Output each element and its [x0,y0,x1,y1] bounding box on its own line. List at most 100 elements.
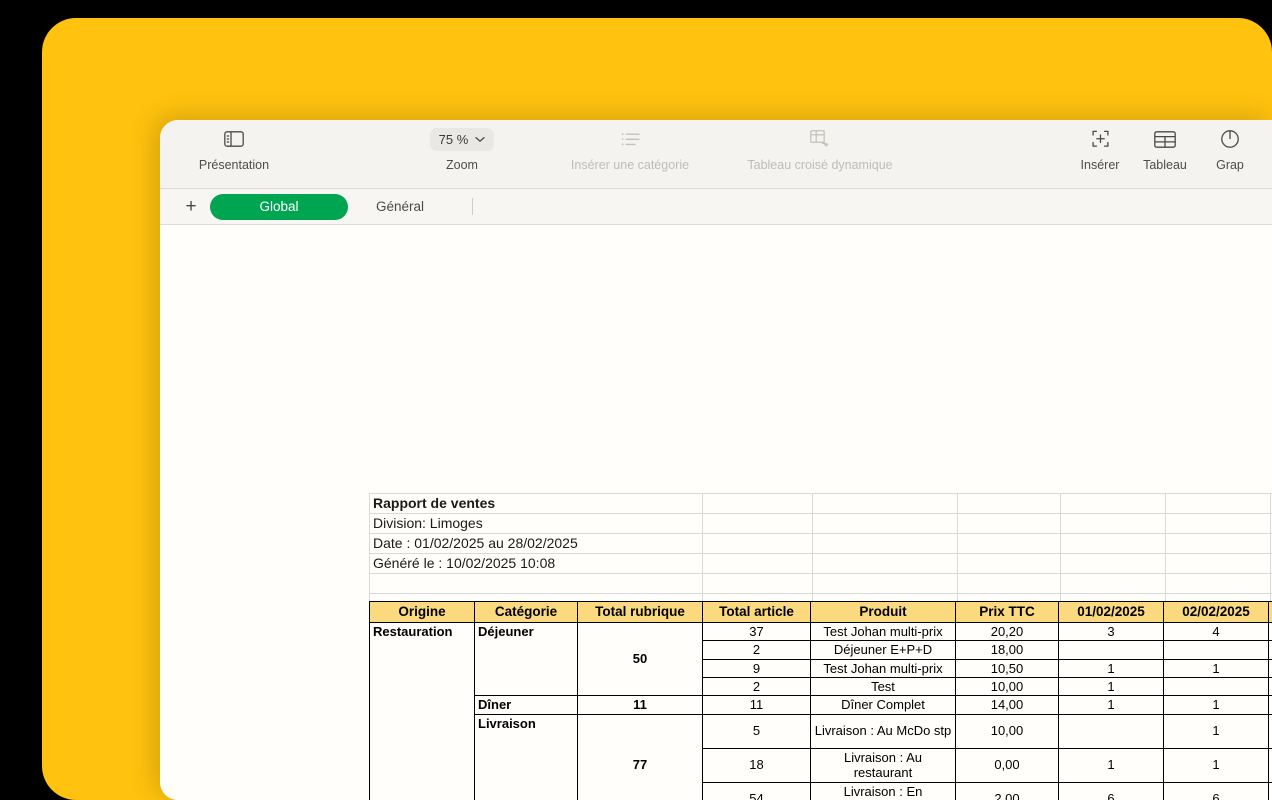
cell-date-3[interactable]: 6 [1268,781,1272,800]
cell-date-1[interactable]: 1 [1058,747,1164,783]
zoom-value: 75 % [438,131,469,147]
cell-date-1[interactable]: 3 [1058,621,1164,642]
cell-total-rubrique[interactable]: 11 [577,695,703,715]
cell-date-3[interactable]: 1 [1268,640,1272,660]
cell-date-2[interactable]: 1 [1163,747,1269,783]
cell-date-1[interactable]: 1 [1058,695,1164,715]
cell-date-2[interactable] [1163,640,1269,660]
cell-date-1[interactable]: 1 [1058,676,1164,697]
cell-prix-ttc[interactable]: 14,00 [955,695,1059,715]
cell-date-1[interactable] [1058,640,1164,660]
cell-total-article[interactable]: 37 [702,621,811,642]
col-header-categorie[interactable]: Catégorie [474,601,578,623]
toolbar-label-pivot-table: Tableau croisé dynamique [747,158,893,172]
cell-total-article[interactable]: 2 [702,640,811,660]
sidebar-icon [224,128,244,150]
cell-date-2[interactable]: 1 [1163,695,1269,715]
sheet-tab-general[interactable]: Général [375,199,425,214]
cell-total-article[interactable]: 2 [702,676,811,697]
col-header-origine[interactable]: Origine [369,601,475,623]
toolbar-item-pivot-table[interactable]: Tableau croisé dynamique [695,128,945,172]
cell-date-3[interactable]: 1 [1268,658,1272,678]
table-icon [1154,128,1176,150]
cell-date-3[interactable] [1268,676,1272,697]
col-header-total-rubrique[interactable]: Total rubrique [577,601,703,623]
cell-origine[interactable]: Restauration [369,621,475,800]
cell-total-article[interactable]: 54 [702,781,811,800]
col-header-prix-ttc[interactable]: Prix TTC [955,601,1059,623]
cell-total-article[interactable]: 11 [702,695,811,715]
cell-produit[interactable]: Dîner Complet [810,695,956,715]
empty-cell [957,573,1061,594]
toolbar-item-zoom[interactable]: 75 % Zoom [408,127,516,172]
cell-prix-ttc[interactable]: 10,00 [955,676,1059,697]
cell-categorie[interactable]: Déjeuner [474,621,578,697]
cell-prix-ttc[interactable]: 20,20 [955,621,1059,642]
cell-date-3[interactable]: 1 [1268,713,1272,749]
cell-total-article[interactable]: 9 [702,658,811,678]
cell-prix-ttc[interactable]: 0,00 [955,747,1059,783]
cell-date-2[interactable]: 1 [1163,658,1269,678]
cell-produit[interactable]: Livraison : En appartement [810,781,956,800]
cell-categorie[interactable]: Dîner [474,695,578,715]
cell-date-3[interactable]: 2 [1268,695,1272,715]
cell-prix-ttc[interactable]: 10,50 [955,658,1059,678]
empty-cell [812,493,958,514]
empty-cell [957,533,1061,554]
toolbar-item-presentation[interactable]: Présentation [184,128,284,172]
sheet-tab-global[interactable]: Global [210,193,348,220]
col-header-date-2[interactable]: 02/02/2025 [1163,601,1269,623]
cell-produit[interactable]: Livraison : Au McDo stp [810,713,956,749]
empty-cell [957,553,1061,574]
cell-produit[interactable]: Livraison : Au restaurant [810,747,956,783]
cell-produit[interactable]: Test Johan multi-prix [810,621,956,642]
cell-produit[interactable]: Test Johan multi-prix [810,658,956,678]
empty-cell [812,553,958,574]
cell-date-2[interactable]: 4 [1163,621,1269,642]
cell-date-3[interactable]: 5 [1268,621,1272,642]
col-header-total-article[interactable]: Total article [702,601,811,623]
cell-prix-ttc[interactable]: 10,00 [955,713,1059,749]
toolbar-item-table[interactable]: Tableau [1125,128,1205,172]
table-row[interactable]: Livraison 77 5 Livraison : Au McDo stp 10,00… [370,713,1272,800]
cell-total-rubrique[interactable]: 77 [577,713,703,800]
toolbar-item-chart[interactable]: Grap [1190,128,1270,172]
sales-report-table[interactable]: Origine Catégorie Total rubrique Total a… [369,601,1272,800]
cell-date-2[interactable]: 1 [1163,713,1269,749]
toolbar-item-insert[interactable]: Insérer [1060,128,1140,172]
sheet-tab-bar: + Global Général [160,189,1272,225]
cell-total-article[interactable]: 5 [702,713,811,749]
report-generated: Généré le : 10/02/2025 10:08 [369,553,703,574]
cell-date-1[interactable] [1058,713,1164,749]
cell-prix-ttc[interactable]: 18,00 [955,640,1059,660]
toolbar-item-insert-category[interactable]: Insérer une catégorie [540,128,720,172]
table-row[interactable]: Restauration Déjeuner 50 37 Test Johan multi… [369,621,1272,800]
cell-produit[interactable]: Test [810,676,956,697]
cell-date-3[interactable]: 5 [1268,747,1272,783]
col-header-date-3[interactable]: 03/02/2025 [1268,601,1272,623]
table-row[interactable]: 2 Test 10,00 1 [370,676,1272,697]
spacer-row [369,573,1272,594]
cell-total-article[interactable]: 18 [702,747,811,783]
cell-categorie[interactable]: Livraison [474,713,578,800]
cell-prix-ttc[interactable]: 2,00 [955,781,1059,800]
cell-date-1[interactable]: 6 [1058,781,1164,800]
cell-total-rubrique[interactable]: 50 [577,621,703,697]
empty-cell [702,533,813,554]
cell-produit[interactable]: Déjeuner E+P+D [810,640,956,660]
cell-date-2[interactable] [1163,676,1269,697]
cell-date-1[interactable]: 1 [1058,658,1164,678]
col-header-produit[interactable]: Produit [810,601,956,623]
empty-cell [957,513,1061,534]
zoom-dropdown[interactable]: 75 % [429,127,495,151]
cell-date-2[interactable]: 6 [1163,781,1269,800]
col-header-date-1[interactable]: 01/02/2025 [1058,601,1164,623]
add-sheet-button[interactable]: + [185,195,197,217]
empty-cell [1060,493,1166,514]
chevron-down-icon [475,130,486,148]
spreadsheet-canvas[interactable]: Rapport de ventes Division: Limoges Date… [160,225,1272,800]
